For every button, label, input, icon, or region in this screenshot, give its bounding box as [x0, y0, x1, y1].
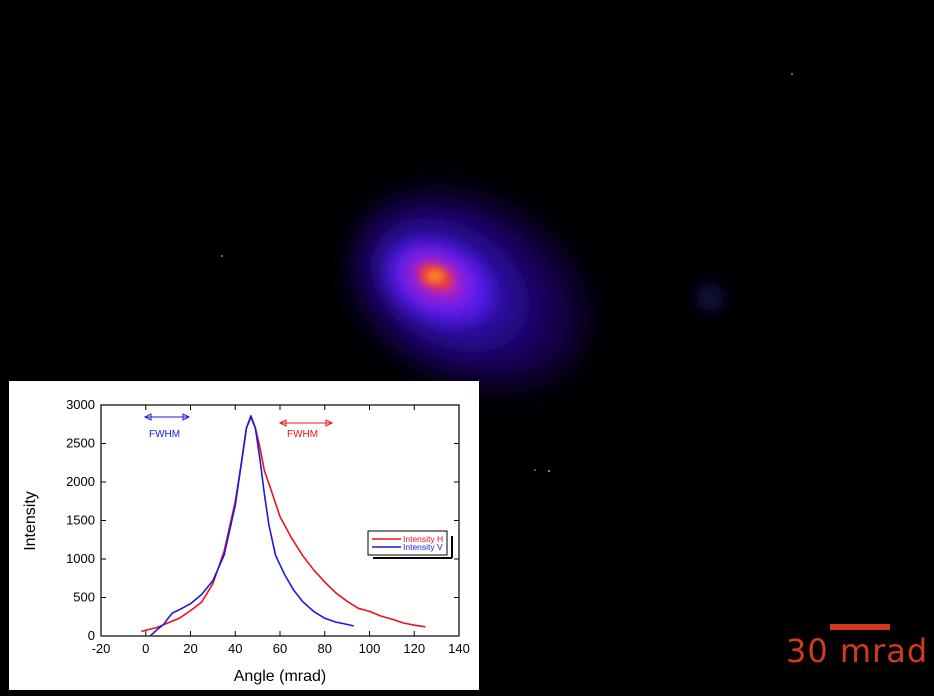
axis-ticks: -20 0 20 40 60 80 100 120 1400500100015002000250…: [66, 397, 470, 656]
y-tick-label: 2500: [66, 436, 95, 451]
y-tick-label: 1500: [66, 513, 95, 528]
y-tick-label: 0: [88, 628, 95, 643]
noise-dot: [221, 255, 223, 257]
chart-svg: -20 0 20 40 60 80 100 120 1400500100015002000250…: [22, 397, 470, 685]
series-line-intensity-v: [149, 414, 354, 637]
fwhm-v-annotation: FWHM: [143, 413, 191, 440]
y-axis-label: Intensity: [22, 491, 39, 551]
fwhm-v-arrowheads: [143, 413, 191, 421]
x-tick-label: 80: [318, 641, 332, 656]
x-tick-label: 0: [142, 641, 149, 656]
y-tick-label: 500: [73, 590, 95, 605]
x-tick-label: -20: [92, 641, 111, 656]
x-tick-label: 20: [183, 641, 197, 656]
beam-spot: [357, 195, 724, 385]
scale-bar: [830, 624, 890, 630]
x-tick-label: 40: [228, 641, 242, 656]
x-tick-label: 100: [359, 641, 381, 656]
fwhm-v-label: FWHM: [149, 429, 180, 440]
scale-bar-label: 30 mrad: [786, 632, 929, 670]
legend: Intensity H Intensity V: [367, 530, 453, 559]
legend-label-v: Intensity V: [403, 542, 443, 552]
y-tick-label: 2000: [66, 474, 95, 489]
legend-box: [367, 530, 448, 556]
noise-dot: [791, 73, 793, 75]
noise-dot: [534, 469, 536, 471]
y-tick-label: 1000: [66, 551, 95, 566]
fwhm-h-label: FWHM: [287, 429, 318, 440]
x-tick-label: 120: [403, 641, 425, 656]
x-tick-label: 140: [448, 641, 470, 656]
series-line-intensity-h: [141, 416, 426, 633]
legend-label-h: Intensity H: [403, 534, 443, 544]
y-tick-label: 3000: [66, 397, 95, 412]
fwhm-h-annotation: FWHM: [278, 419, 334, 440]
noise-dot: [548, 470, 550, 472]
intensity-profile-chart: -20 0 20 40 60 80 100 120 140 0 500 1000 1500 2000 250…: [9, 381, 479, 690]
x-axis-label: Angle (mrad): [234, 668, 326, 685]
series-lines: [141, 414, 426, 637]
fwhm-h-arrowheads: [278, 419, 334, 427]
x-tick-label: 60: [273, 641, 287, 656]
